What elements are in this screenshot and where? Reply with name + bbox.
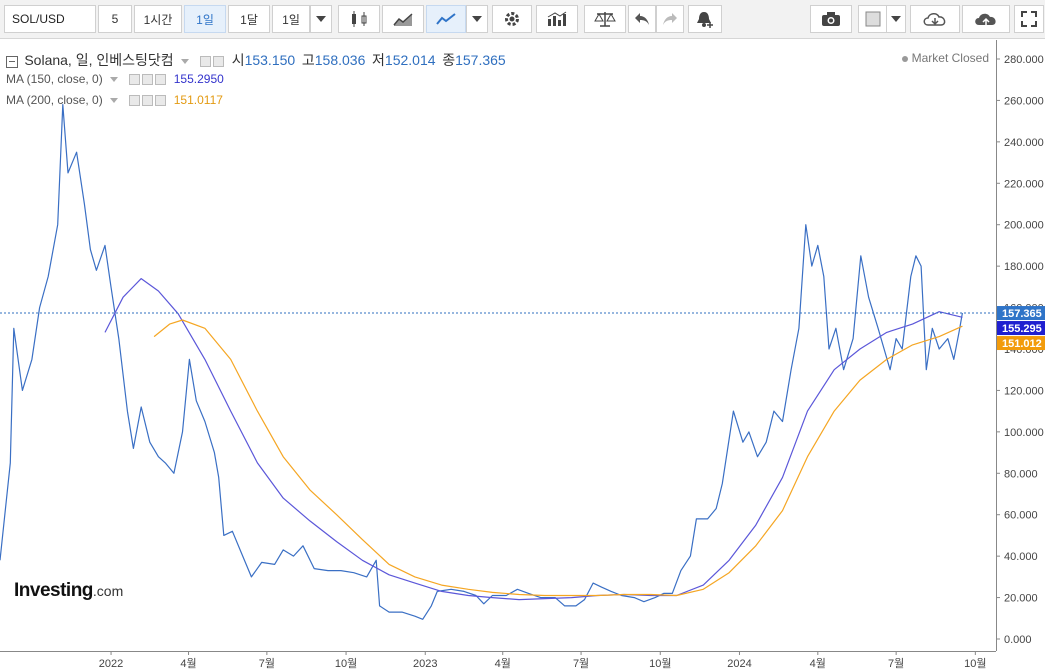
- last-price-tag-label: 157.365: [1002, 308, 1042, 320]
- close-value: 157.365: [455, 52, 506, 68]
- alert-add-icon[interactable]: [688, 5, 722, 33]
- low-value: 152.014: [384, 52, 436, 68]
- open-value: 153.150: [244, 52, 296, 68]
- x-tick-label: 4월: [180, 657, 196, 670]
- last-price-tag: [997, 306, 1045, 321]
- open-label: 시: [231, 52, 245, 68]
- y-tick-label: 40.000: [1004, 551, 1038, 563]
- ma200-settings-icons[interactable]: [129, 95, 167, 107]
- legend-ma200: MA (200, close, 0) 151.0117: [6, 93, 223, 107]
- symbol-input[interactable]: SOL/USD: [4, 5, 96, 33]
- ma150-value: 155.2950: [173, 72, 224, 86]
- x-tick-label: 10월: [649, 657, 671, 670]
- high-label: 고: [301, 52, 315, 68]
- market-status: Market Closed: [901, 51, 989, 65]
- ma150-tag: [997, 321, 1045, 336]
- y-tick-label: 0.000: [1004, 634, 1032, 646]
- x-tick-label: 10월: [335, 657, 357, 670]
- x-tick-label: 4월: [810, 657, 826, 670]
- ma200-value: 151.0117: [173, 93, 223, 107]
- ma200-label: MA (200, close, 0): [6, 93, 103, 107]
- investing-logo: Investing.com: [14, 580, 123, 602]
- chevron-down-icon[interactable]: [181, 59, 189, 65]
- y-tick-label: 20.000: [1004, 593, 1038, 605]
- y-tick-label: 120.000: [1004, 385, 1044, 397]
- x-tick-label: 4월: [495, 657, 511, 670]
- chart-area: 0.000 20.000 40.000 60.000 80.000 100.000 120.…: [0, 40, 1045, 671]
- y-tick-label: 260.000: [1004, 95, 1044, 107]
- close-label: 종: [442, 52, 456, 68]
- price-chart: 0.000 20.000 40.000 60.000 80.000 100.000 120.…: [0, 40, 1045, 671]
- price-axis-panel: [996, 40, 1045, 671]
- interval-1h[interactable]: 1시간: [134, 5, 182, 33]
- scales-icon[interactable]: [584, 5, 626, 33]
- market-status-text: Market Closed: [911, 51, 989, 65]
- x-tick-label: 2023: [413, 658, 437, 670]
- price-line: [0, 104, 963, 620]
- legend-title: Solana, 일, 인베스팅닷컴: [24, 52, 174, 68]
- logo-main: Investing: [14, 580, 93, 601]
- interval-1mo[interactable]: 1달: [228, 5, 270, 33]
- y-tick-label: 280.000: [1004, 54, 1044, 66]
- x-tick-label: 2022: [99, 658, 123, 670]
- y-tick-label: 220.000: [1004, 178, 1044, 190]
- undo-icon[interactable]: [628, 5, 656, 33]
- x-tick-label: 7월: [573, 657, 589, 670]
- ma150-settings-icons[interactable]: [129, 74, 167, 86]
- ma200-tag: [997, 336, 1045, 351]
- interval-1d[interactable]: 1일: [184, 5, 226, 33]
- ma150-line: [104, 278, 963, 601]
- y-tick-label: 180.000: [1004, 261, 1044, 273]
- ma200-tag-label: 151.012: [1002, 338, 1042, 350]
- candles-icon[interactable]: [338, 5, 380, 33]
- y-tick-label: 100.000: [1004, 427, 1044, 439]
- square-icon[interactable]: [858, 5, 888, 33]
- x-tick-label: 2024: [727, 658, 751, 670]
- indicators-icon[interactable]: [536, 5, 578, 33]
- camera-icon[interactable]: [810, 5, 852, 33]
- collapse-icon[interactable]: [6, 55, 18, 68]
- legend-settings-icons[interactable]: [200, 56, 225, 68]
- ma200-line: [153, 319, 963, 597]
- line-chart-icon[interactable]: [426, 5, 466, 33]
- cloud-download-icon[interactable]: [910, 5, 960, 33]
- gear-icon[interactable]: [492, 5, 532, 33]
- fullscreen-icon[interactable]: [1014, 5, 1044, 33]
- chevron-down-icon[interactable]: [466, 5, 488, 33]
- chevron-down-icon[interactable]: [310, 5, 332, 33]
- interval-more[interactable]: 1일: [272, 5, 310, 33]
- ma150-tag-label: 155.295: [1002, 323, 1042, 335]
- y-tick-label: 200.000: [1004, 220, 1044, 232]
- high-value: 158.036: [314, 52, 366, 68]
- x-tick-label: 7월: [888, 657, 904, 670]
- y-tick-label: 240.000: [1004, 137, 1044, 149]
- x-tick-label: 7월: [259, 657, 275, 670]
- area-chart-icon[interactable]: [382, 5, 424, 33]
- low-label: 저: [372, 52, 385, 68]
- interval-5[interactable]: 5: [98, 5, 132, 33]
- chevron-down-icon[interactable]: [110, 98, 119, 104]
- x-tick-label: 10월: [964, 657, 986, 670]
- y-tick-label: 80.000: [1004, 468, 1038, 480]
- legend-main: Solana, 일, 인베스팅닷컴 시153.150 고158.036 저152…: [6, 50, 506, 70]
- redo-icon[interactable]: [656, 5, 684, 33]
- toolbar: SOL/USD 5 1시간 1일 1달 1일: [0, 0, 1045, 39]
- status-dot-icon: [901, 55, 908, 62]
- y-tick-label: 60.000: [1004, 510, 1038, 522]
- chevron-down-icon[interactable]: [886, 5, 906, 33]
- cloud-upload-icon[interactable]: [962, 5, 1010, 33]
- legend-ma150: MA (150, close, 0) 155.2950: [6, 72, 224, 86]
- ma150-label: MA (150, close, 0): [6, 72, 103, 86]
- chevron-down-icon[interactable]: [110, 77, 119, 83]
- logo-suffix: .com: [92, 583, 124, 599]
